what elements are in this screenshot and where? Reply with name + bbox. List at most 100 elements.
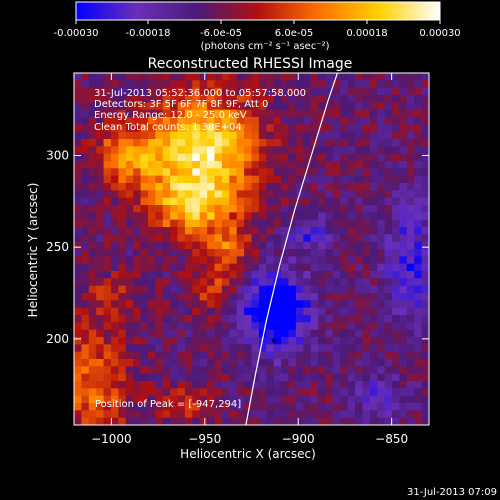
heatmap-cell xyxy=(310,337,319,345)
heatmap-cell xyxy=(147,80,156,89)
heatmap-cell xyxy=(162,285,171,294)
heatmap-cell xyxy=(177,227,186,235)
heatmap-cell xyxy=(340,256,349,265)
heatmap-cell xyxy=(214,351,223,360)
heatmap-cell xyxy=(355,271,364,279)
heatmap-cell xyxy=(362,285,371,294)
heatmap-cell xyxy=(236,117,245,125)
heatmap-cell xyxy=(177,241,186,250)
heatmap-cell xyxy=(88,307,97,316)
heatmap-cell xyxy=(347,381,356,389)
heatmap-cell xyxy=(133,359,142,367)
heatmap-cell xyxy=(414,271,423,279)
heatmap-cell xyxy=(96,329,105,338)
heatmap-cell xyxy=(81,168,90,177)
heatmap-cell xyxy=(125,117,134,125)
heatmap-cell xyxy=(199,212,208,221)
heatmap-cell xyxy=(258,307,267,316)
heatmap-cell xyxy=(155,263,164,272)
heatmap-cell xyxy=(177,417,186,425)
heatmap-cell xyxy=(340,241,349,250)
heatmap-cell xyxy=(170,388,179,397)
heatmap-cell xyxy=(110,80,119,89)
heatmap-cell xyxy=(406,271,415,279)
heatmap-cell xyxy=(273,109,282,118)
heatmap-cell xyxy=(362,307,371,316)
heatmap-cell xyxy=(362,256,371,265)
heatmap-cell xyxy=(347,219,356,228)
heatmap-cell xyxy=(147,197,156,206)
heatmap-cell xyxy=(355,344,364,353)
heatmap-cell xyxy=(207,293,216,301)
heatmap-cell xyxy=(355,73,364,81)
heatmap-cell xyxy=(236,351,245,360)
heatmap-cell xyxy=(340,322,349,331)
heatmap-cell xyxy=(88,249,97,257)
heatmap-cell xyxy=(266,139,275,147)
heatmap-cell xyxy=(184,359,193,367)
heatmap-cell xyxy=(369,87,378,96)
heatmap-cell xyxy=(392,205,401,213)
heatmap-cell xyxy=(273,161,282,169)
heatmap-cell xyxy=(421,285,429,294)
colorbar-gradient xyxy=(76,2,440,20)
heatmap-cell xyxy=(273,146,282,155)
heatmap-cell xyxy=(392,117,401,125)
heatmap-cell xyxy=(192,175,201,184)
heatmap-cell xyxy=(133,351,142,360)
heatmap-cell xyxy=(392,102,401,111)
heatmap-cell xyxy=(303,146,312,155)
heatmap-cell xyxy=(266,131,275,140)
heatmap-cell xyxy=(118,410,127,419)
heatmap-cell xyxy=(177,153,186,162)
heatmap-cell xyxy=(125,256,134,265)
heatmap-cell xyxy=(81,109,90,118)
heatmap-cell xyxy=(177,234,186,243)
heatmap-cell xyxy=(310,359,319,367)
heatmap-cell xyxy=(110,146,119,155)
heatmap-cell xyxy=(369,388,378,397)
heatmap-cell xyxy=(214,417,223,425)
heatmap-cell xyxy=(103,241,112,250)
heatmap-cell xyxy=(221,263,230,272)
heatmap-cell xyxy=(414,263,423,272)
heatmap-cell xyxy=(369,285,378,294)
heatmap-cell xyxy=(369,351,378,360)
heatmap-cell xyxy=(162,80,171,89)
heatmap-cell xyxy=(406,307,415,316)
heatmap-cell xyxy=(318,417,327,425)
heatmap-cell xyxy=(214,410,223,419)
heatmap-cell xyxy=(273,293,282,301)
heatmap-cell xyxy=(340,109,349,118)
heatmap-cell xyxy=(184,117,193,125)
heatmap-cell xyxy=(199,373,208,382)
heatmap-cell xyxy=(214,359,223,367)
heatmap-cell xyxy=(110,73,119,81)
heatmap-cell xyxy=(199,278,208,287)
heatmap-cell xyxy=(236,234,245,243)
heatmap-cell xyxy=(281,322,290,331)
heatmap-cell xyxy=(281,124,290,133)
heatmap-cell xyxy=(355,263,364,272)
heatmap-cell xyxy=(340,234,349,243)
heatmap-cell xyxy=(295,366,304,375)
heatmap-cell xyxy=(340,190,349,199)
heatmap-cell xyxy=(96,124,105,133)
heatmap-cell xyxy=(88,190,97,199)
heatmap-cell xyxy=(229,161,238,169)
heatmap-cell xyxy=(295,102,304,111)
heatmap-cell xyxy=(362,212,371,221)
heatmap-cell xyxy=(303,234,312,243)
heatmap-cell xyxy=(273,205,282,213)
heatmap-cell xyxy=(110,102,119,111)
heatmap-cell xyxy=(273,344,282,353)
heatmap-cell xyxy=(103,315,112,323)
heatmap-cell xyxy=(377,73,386,81)
heatmap-cell xyxy=(377,307,386,316)
heatmap-cell xyxy=(74,337,82,345)
heatmap-cell xyxy=(295,234,304,243)
heatmap-cell xyxy=(118,388,127,397)
heatmap-cell xyxy=(244,241,253,250)
heatmap-cell xyxy=(303,109,312,118)
heatmap-cell xyxy=(392,139,401,147)
